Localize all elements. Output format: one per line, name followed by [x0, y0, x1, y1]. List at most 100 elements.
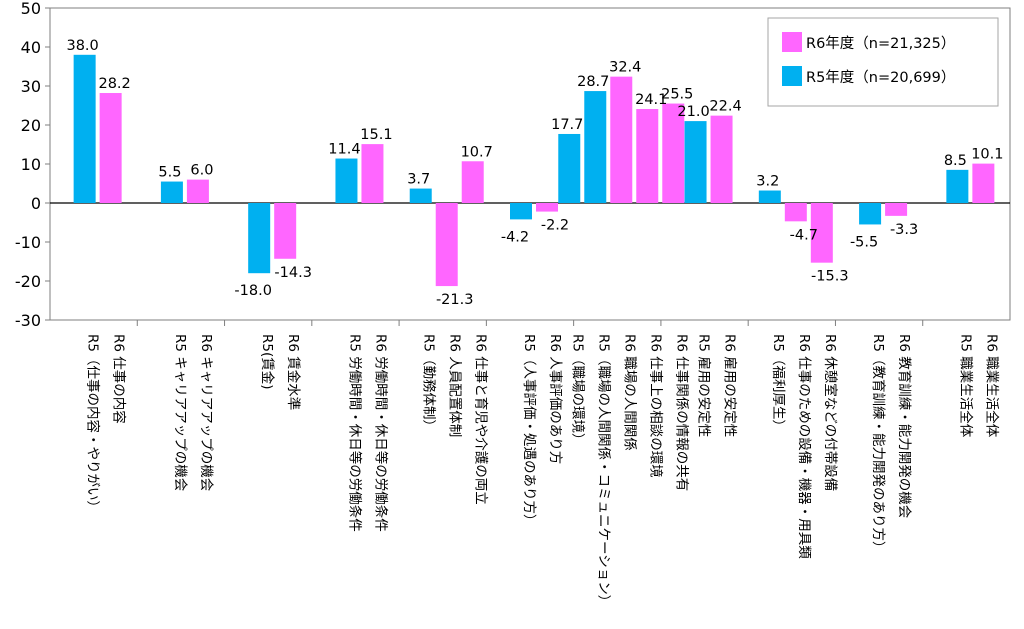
- data-label: 11.4: [328, 142, 360, 158]
- legend-box: [767, 17, 999, 107]
- data-label: 8.5: [944, 153, 967, 169]
- category-label: R6 仕事と育児や介護の両立: [473, 334, 489, 505]
- category-label: R5 労働時間・休日等の労働条件: [346, 334, 363, 532]
- y-tick-label: 40: [21, 38, 41, 57]
- bar-r6: [361, 144, 384, 203]
- category-label: R6 仕事関係の情報の共有: [673, 334, 689, 491]
- category-label: R6 雇用の安定性: [722, 334, 739, 437]
- category-label: R5 キャリアアップの機会: [172, 334, 188, 491]
- data-label: 25.5: [661, 87, 693, 103]
- bar-r6: [662, 103, 685, 203]
- category-label: R5(賃金): [259, 334, 275, 390]
- data-label: 28.2: [98, 76, 130, 92]
- value-label-layer: 38.0 28.2 5.5 6.0 -18.0-14.3 11.415.1 3.7 -21.3…: [66, 38, 1003, 308]
- y-tick-label: -10: [15, 233, 41, 252]
- category-label: R5 職業生活全体: [957, 334, 974, 438]
- bar-r6: [461, 161, 484, 203]
- y-tick-label: 20: [21, 116, 41, 135]
- data-label: 3.7: [407, 172, 430, 188]
- data-label: 17.7: [551, 117, 583, 133]
- bar-r6: [435, 203, 458, 287]
- data-label: -2.2: [541, 218, 569, 234]
- bar-r6: [99, 93, 122, 203]
- data-label: -15.3: [811, 269, 849, 285]
- bar-layer: [73, 54, 995, 287]
- category-label: R5（勤務体制）: [421, 334, 437, 433]
- y-tick-label: -20: [15, 272, 41, 291]
- bar-r6: [972, 163, 995, 203]
- bar-r5: [510, 203, 532, 220]
- category-label: R5（教育訓練・能力開発のあり方）: [870, 334, 886, 554]
- data-label: 24.1: [635, 92, 667, 108]
- category-label: R6 職場の人間関係: [621, 334, 637, 451]
- data-label: -4.2: [501, 229, 529, 245]
- bar-r5: [558, 133, 581, 203]
- bar-r5: [946, 169, 969, 203]
- category-label: R6 人員配置体制: [447, 334, 463, 437]
- bar-r5: [335, 158, 358, 203]
- y-tick-label: 50: [21, 0, 41, 18]
- category-label: R5（福利厚生）: [770, 334, 786, 433]
- bar-r5: [758, 190, 781, 203]
- data-label: 10.7: [461, 144, 493, 160]
- bar-r6: [810, 203, 833, 263]
- category-label: R5（職場の環境）: [569, 334, 585, 446]
- legend: R6年度（n=21,325） R5年度（n=20,699）: [767, 17, 999, 107]
- category-label: R5（仕事の内容・やりがい）: [85, 334, 102, 514]
- category-label-layer: R5（仕事の内容・やりがい） R6 仕事の内容 R5 キャリアアップの機会 R6 キャ…: [85, 334, 1001, 608]
- data-label: -14.3: [274, 265, 312, 281]
- data-label: -4.7: [790, 227, 818, 243]
- category-label: R6 仕事の内容: [111, 334, 128, 424]
- data-label: 10.1: [971, 147, 1003, 163]
- data-label: 38.0: [66, 38, 98, 54]
- bar-r6: [186, 179, 209, 203]
- category-label: R6 職業生活全体: [983, 334, 1000, 438]
- legend-swatch-r5: [782, 66, 802, 86]
- bar-r6: [536, 203, 558, 212]
- data-label: -3.3: [890, 222, 918, 238]
- bar-r6: [710, 115, 733, 203]
- bar-r6: [885, 203, 908, 216]
- data-label: 28.7: [577, 74, 609, 90]
- bar-r5: [584, 91, 607, 203]
- y-tick-label: 0: [31, 194, 41, 213]
- data-label: 3.2: [756, 174, 779, 190]
- category-label: R5（職場の人間関係・コミュニケーション）: [595, 334, 611, 608]
- data-label: 6.0: [190, 163, 213, 179]
- data-label: 32.4: [609, 60, 641, 76]
- data-label: -5.5: [850, 234, 878, 250]
- data-label: 15.1: [360, 127, 392, 143]
- category-label: R6 教育訓練・能力開発の機会: [896, 334, 912, 518]
- bar-r5: [859, 203, 882, 225]
- y-tick-label: -30: [15, 311, 41, 330]
- data-label: 21.0: [677, 104, 709, 120]
- data-label: 5.5: [158, 165, 181, 181]
- bar-r5: [248, 203, 271, 274]
- bar-r6: [610, 76, 633, 203]
- data-label: 22.4: [709, 99, 741, 115]
- category-label: R6 仕事のための設備・機器・用具類: [796, 334, 812, 559]
- bar-r5: [409, 188, 432, 203]
- category-label: R6 労働時間・休日等の労働条件: [372, 334, 389, 532]
- legend-swatch-r6: [782, 32, 802, 52]
- category-label: R6 仕事上の相談の環境: [647, 334, 663, 478]
- legend-label: R6年度（n=21,325）: [806, 35, 955, 52]
- category-label: R6 人事評価のあり方: [547, 334, 563, 464]
- category-label: R6 賃金水準: [285, 334, 301, 410]
- y-tick-label: 30: [21, 77, 41, 96]
- category-label: R6 休憩室などの付帯設備: [822, 334, 839, 491]
- bar-r5: [684, 121, 707, 203]
- y-tick-label: 10: [21, 155, 41, 174]
- bar-r5: [160, 181, 183, 203]
- legend-label: R5年度（n=20,699）: [806, 69, 955, 86]
- category-label: R6 キャリアアップの機会: [198, 334, 214, 491]
- bar-r6: [784, 203, 807, 222]
- category-label: R5（人事評価・処遇のあり方）: [521, 334, 537, 527]
- data-label: -21.3: [436, 292, 474, 308]
- category-label: R5 雇用の安定性: [696, 334, 713, 437]
- bar-r5: [73, 54, 96, 203]
- bar-r6: [636, 109, 659, 203]
- data-label: -18.0: [234, 283, 272, 299]
